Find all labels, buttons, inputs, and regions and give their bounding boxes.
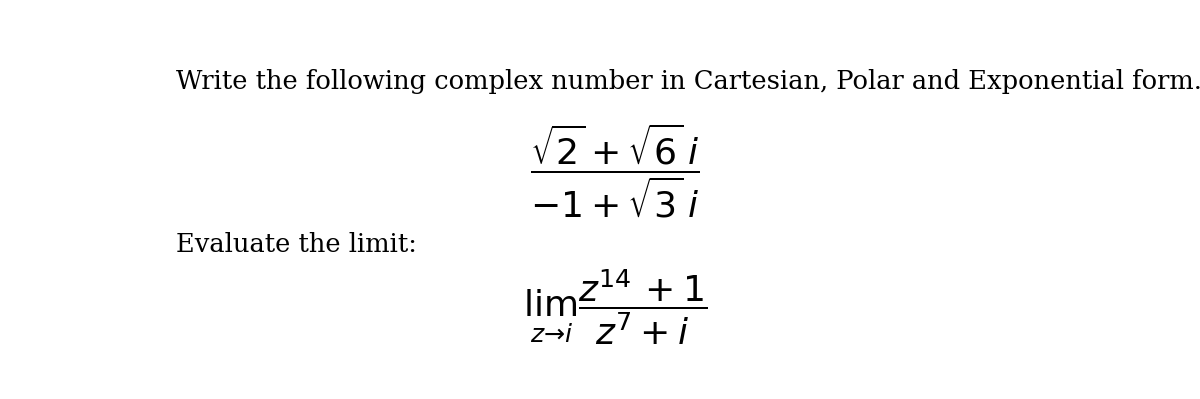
Text: $\lim_{z\to i}\dfrac{z^{14}+1}{z^{7}+i}$: $\lim_{z\to i}\dfrac{z^{14}+1}{z^{7}+i}$	[523, 268, 707, 348]
Text: Write the following complex number in Cartesian, Polar and Exponential form.: Write the following complex number in Ca…	[176, 69, 1200, 95]
Text: Evaluate the limit:: Evaluate the limit:	[176, 232, 416, 257]
Text: $\dfrac{\sqrt{2} + \sqrt{6}\,i}{-1 + \sqrt{3}\,i}$: $\dfrac{\sqrt{2} + \sqrt{6}\,i}{-1 + \sq…	[530, 121, 700, 220]
